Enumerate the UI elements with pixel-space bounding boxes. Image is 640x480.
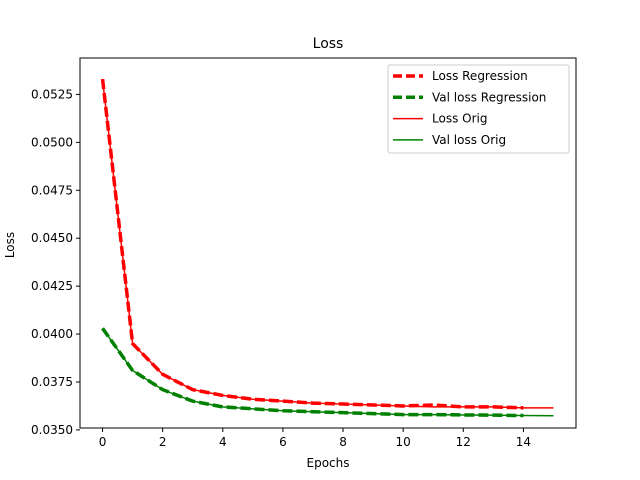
y-axis-label: Loss: [3, 232, 17, 258]
x-tick-label: 0: [99, 435, 107, 449]
y-tick-label: 0.0475: [31, 183, 73, 197]
legend-box: [387, 64, 570, 154]
y-tick-label: 0.0450: [31, 231, 73, 245]
x-tick-label: 2: [159, 435, 167, 449]
x-tick-label: 12: [456, 435, 471, 449]
legend-label: Val loss Regression: [432, 90, 546, 104]
legend: Loss Regression Val loss Regression Loss O…: [387, 64, 570, 154]
y-axis-ticks: 0.0350 0.0375 0.0400 0.0425 0.0450 0.0475 0.05…: [31, 87, 80, 437]
x-axis-label: Epochs: [307, 456, 350, 470]
y-tick-label: 0.0350: [31, 423, 73, 437]
series-line-3: [101, 79, 554, 409]
series-line-4: [101, 327, 554, 417]
y-tick-label: 0.0525: [31, 87, 73, 101]
series-layer: [100, 78, 554, 418]
legend-label: Loss Regression: [432, 69, 528, 83]
legend-label: Loss Orig: [432, 112, 487, 126]
x-tick-label: 14: [516, 435, 531, 449]
x-tick-label: 6: [279, 435, 287, 449]
x-tick-label: 8: [339, 435, 347, 449]
y-tick-label: 0.0425: [31, 279, 73, 293]
legend-label: Val loss Orig: [432, 133, 506, 147]
y-tick-label: 0.0500: [31, 135, 73, 149]
x-tick-label: 10: [396, 435, 411, 449]
y-tick-label: 0.0375: [31, 375, 73, 389]
y-tick-label: 0.0400: [31, 327, 73, 341]
plot-frame: [79, 57, 577, 429]
x-tick-label: 4: [219, 435, 227, 449]
x-axis-ticks: 0 2 4 6 8 10 12 14: [99, 428, 531, 449]
chart-title: Loss: [313, 36, 344, 52]
